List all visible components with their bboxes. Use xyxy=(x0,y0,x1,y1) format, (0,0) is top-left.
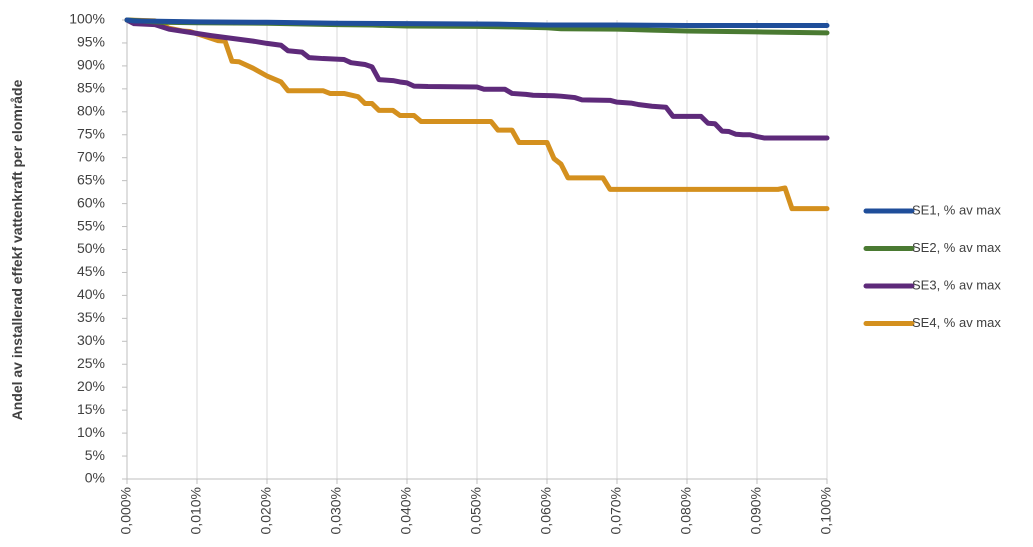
y-tick-label: 35% xyxy=(77,309,105,325)
y-tick-label: 50% xyxy=(77,240,105,256)
y-tick-label: 20% xyxy=(77,378,105,394)
x-tick-label: 0,020% xyxy=(258,487,274,534)
series-line-1 xyxy=(124,17,830,29)
legend-label: SE2, % av max xyxy=(912,240,1001,255)
x-tick-label: 0,010% xyxy=(188,487,204,534)
legend-label: SE3, % av max xyxy=(912,277,1001,292)
x-tick-label: 0,040% xyxy=(398,487,414,534)
y-tick-label: 95% xyxy=(77,34,105,50)
y-tick-label: 5% xyxy=(85,447,105,463)
y-tick-label: 90% xyxy=(77,57,105,73)
y-tick-label: 15% xyxy=(77,401,105,417)
y-tick-label: 30% xyxy=(77,332,105,348)
x-tick-label: 0,070% xyxy=(608,487,624,534)
legend-label: SE1, % av max xyxy=(912,202,1001,217)
y-tick-label: 65% xyxy=(77,171,105,187)
x-tick-label: 0,100% xyxy=(818,487,834,534)
legend: SE1, % av max SE2, % av max SE3, % av max S… xyxy=(863,202,1001,330)
y-tick-label: 100% xyxy=(69,11,105,27)
y-tick-label: 60% xyxy=(77,194,105,210)
x-tick-label: 0,060% xyxy=(538,487,554,534)
y-axis-title: Andel av installerad effekf vattenkraft … xyxy=(9,79,25,420)
legend-label: SE4, % av max xyxy=(912,315,1001,330)
y-tick-label: 0% xyxy=(85,470,105,486)
y-tick-label: 55% xyxy=(77,217,105,233)
x-tick-label: 0,000% xyxy=(118,487,134,534)
y-tick-label: 45% xyxy=(77,263,105,279)
axes: 0,000% 0,010% 0,020% 0,030% 0,040% 0,050% 0,06… xyxy=(69,11,834,535)
x-tick-label: 0,080% xyxy=(678,487,694,534)
y-tick-label: 75% xyxy=(77,125,105,141)
x-tick-label: 0,030% xyxy=(328,487,344,534)
y-tick-label: 10% xyxy=(77,424,105,440)
series-line-3 xyxy=(124,17,830,141)
y-tick-label: 70% xyxy=(77,148,105,164)
y-tick-label: 80% xyxy=(77,103,105,119)
y-tick-label: 85% xyxy=(77,80,105,96)
y-tick-label: 40% xyxy=(77,286,105,302)
x-tick-label: 0,050% xyxy=(468,487,484,534)
x-tick-label: 0,090% xyxy=(748,487,764,534)
y-tick-label: 25% xyxy=(77,355,105,371)
series-lines xyxy=(124,17,830,212)
series-line-4 xyxy=(124,17,830,212)
